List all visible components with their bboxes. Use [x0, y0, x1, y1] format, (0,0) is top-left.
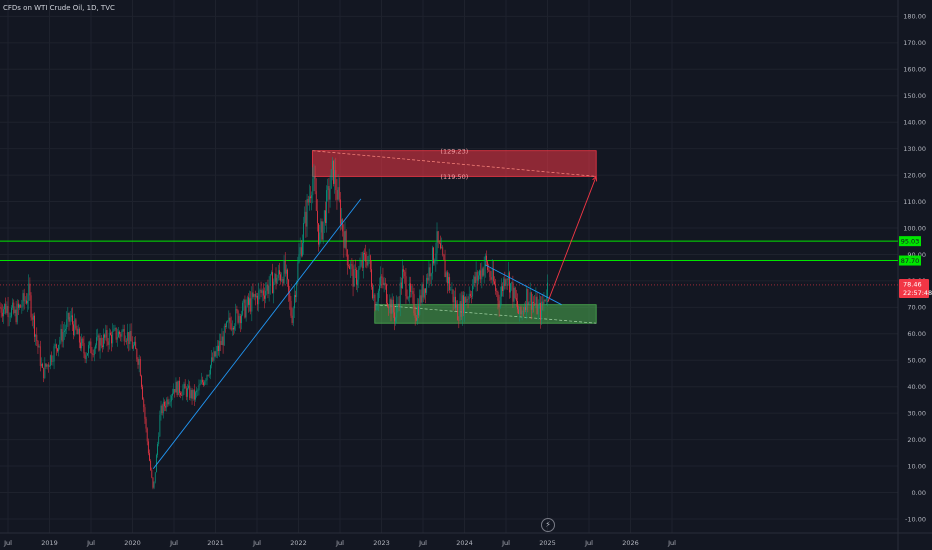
support-zone-diagonal	[374, 304, 597, 324]
x-tick-label: Jul	[584, 539, 593, 547]
resistance-zone-diagonal	[312, 150, 597, 177]
uptrend-line	[152, 198, 362, 469]
x-tick-label: Jul	[501, 539, 510, 547]
candles	[0, 157, 548, 490]
x-tick-label: 2020	[124, 539, 141, 547]
trendlines	[152, 175, 598, 469]
y-tick-label: 20.00	[907, 436, 926, 444]
y-tick-label: 130.00	[903, 145, 926, 153]
y-axis[interactable]: 180.00 170.00 160.00 150.00 140.00 130.00 120.…	[903, 13, 926, 524]
y-tick-label: 40.00	[907, 383, 926, 391]
y-tick-label: 90.00	[907, 251, 926, 259]
zone-bottom-label: (119.50)	[440, 173, 468, 181]
y-tick-label: 10.00	[907, 462, 926, 470]
x-tick-label: 2023	[373, 539, 390, 547]
x-tick-label: Jul	[86, 539, 95, 547]
current-price-label: 78.46	[903, 280, 922, 288]
flash-icon[interactable]: ⚡	[541, 518, 555, 532]
y-tick-label: 110.00	[903, 198, 926, 206]
zone-top-label: (129.23)	[440, 148, 468, 156]
x-tick-label: Jul	[667, 539, 676, 547]
level-badge	[899, 236, 921, 247]
chart-title: CFDs on WTI Crude Oil, 1D, TVC	[3, 4, 115, 12]
x-tick-label: Jul	[3, 539, 12, 547]
countdown-label: 22:57:48	[903, 289, 932, 297]
x-tick-label: 2025	[539, 539, 556, 547]
y-tick-label: 70.00	[907, 304, 926, 312]
y-tick-label: 0.00	[912, 489, 926, 497]
y-tick-label: 140.00	[903, 119, 926, 127]
x-tick-label: Jul	[169, 539, 178, 547]
projected-move	[547, 176, 597, 303]
y-tick-label: 100.00	[903, 224, 926, 232]
arrow-head-icon	[592, 175, 598, 182]
y-tick-label: 150.00	[903, 92, 926, 100]
x-tick-label: 2026	[622, 539, 639, 547]
x-tick-label: Jul	[335, 539, 344, 547]
y-tick-label: -10.00	[905, 515, 926, 523]
x-tick-label: Jul	[418, 539, 427, 547]
y-tick-label: 180.00	[903, 13, 926, 21]
level-badge-label: 87.70	[901, 257, 920, 265]
y-tick-label: 170.00	[903, 39, 926, 47]
y-tick-label: 120.00	[903, 171, 926, 179]
x-tick-label: 2021	[207, 539, 224, 547]
y-tick-label: 50.00	[907, 357, 926, 365]
y-tick-label: 30.00	[907, 409, 926, 417]
x-tick-label: Jul	[252, 539, 261, 547]
level-badge	[899, 255, 921, 266]
x-axis[interactable]: Jul 2019 Jul 2020 Jul 2021 Jul 2022 Jul 2023 Jul 20…	[3, 539, 676, 547]
horizontal-levels	[0, 240, 898, 286]
current-price-badge	[899, 278, 929, 298]
level-badge-label: 95.03	[901, 237, 920, 245]
descending-resistance	[485, 264, 562, 306]
y-tick-label: 60.00	[907, 330, 926, 338]
x-tick-label: 2022	[290, 539, 307, 547]
x-tick-label: 2024	[456, 539, 473, 547]
x-tick-label: 2019	[41, 539, 58, 547]
y-tick-label: 160.00	[903, 66, 926, 74]
